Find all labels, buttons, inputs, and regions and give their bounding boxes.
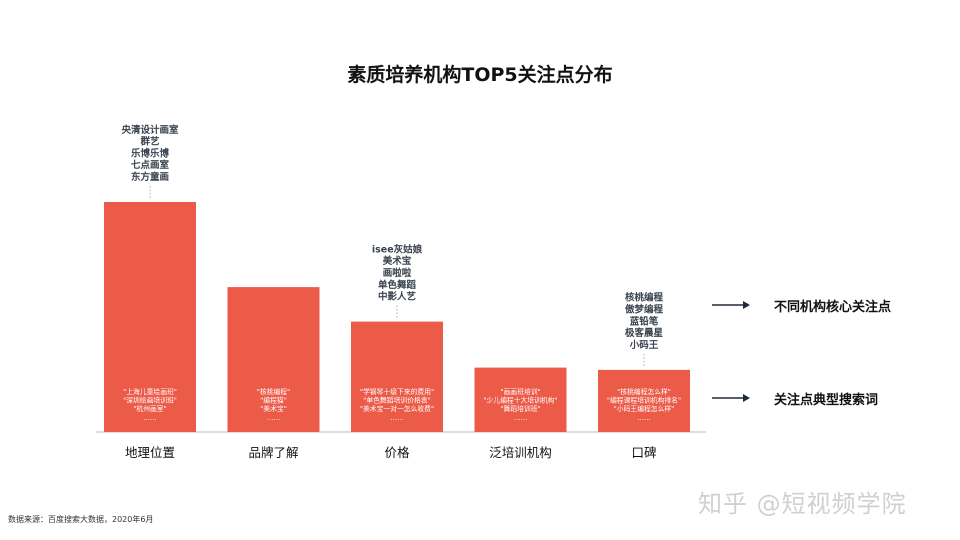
search-term-label: …… bbox=[390, 414, 404, 422]
institution-label: 东方童画 bbox=[131, 171, 169, 183]
x-tick-label: 口碑 bbox=[631, 445, 656, 460]
legend-search-label: 关注点典型搜索词 bbox=[774, 392, 879, 408]
institution-label: 小码王 bbox=[629, 339, 659, 351]
legend-core-label: 不同机构核心关注点 bbox=[774, 299, 892, 315]
search-term-label: "少儿编程十大培训机构" bbox=[483, 396, 557, 405]
arrow-right-icon bbox=[712, 394, 750, 402]
search-term-label: "深圳绘画培训班" bbox=[123, 396, 177, 405]
x-tick-label: 泛培训机构 bbox=[489, 445, 552, 460]
search-term-label: "小码王编程怎么样" bbox=[614, 404, 675, 413]
search-term-label: "杭州画室" bbox=[133, 404, 166, 413]
institution-label: 极客晨星 bbox=[625, 327, 664, 339]
institution-label: 中影人艺 bbox=[378, 291, 417, 303]
search-term-label: …… bbox=[637, 414, 651, 422]
data-source-note: 数据来源：百度搜索大数据，2020年6月 bbox=[8, 515, 154, 524]
institution-label: 央清设计画室 bbox=[121, 124, 179, 136]
institution-label: 美术宝 bbox=[382, 255, 412, 267]
x-tick-label: 品牌了解 bbox=[248, 445, 298, 460]
legend-search: 关注点典型搜索词 bbox=[712, 388, 878, 408]
search-term-label: "画画班培训" bbox=[500, 387, 540, 396]
search-term-label: …… bbox=[514, 414, 528, 422]
search-term-label: "核桃编程" bbox=[257, 387, 290, 396]
search-term-label: …… bbox=[267, 414, 281, 422]
search-term-label: "美术宝一对一怎么收费" bbox=[360, 404, 434, 413]
bar bbox=[227, 287, 320, 432]
institution-label: 画啦啦 bbox=[383, 267, 412, 279]
search-term-label: "上海儿童绘画班" bbox=[123, 387, 177, 396]
watermark: 知乎 @短视频学院 bbox=[698, 490, 907, 518]
institution-label: 乐博乐博 bbox=[131, 147, 170, 159]
search-term-label: "编程猫" bbox=[260, 396, 287, 405]
legend-core: 不同机构核心关注点 bbox=[712, 295, 891, 315]
institution-label: 蓝铅笔 bbox=[630, 315, 659, 327]
institution-label: 傲梦编程 bbox=[625, 304, 664, 316]
search-term-label: …… bbox=[143, 414, 157, 422]
search-term-label: "学钢琴十级下来的费用" bbox=[360, 387, 434, 396]
x-tick-label: 价格 bbox=[384, 445, 410, 460]
institution-label: 群艺 bbox=[139, 136, 160, 148]
bar bbox=[351, 321, 443, 432]
institution-label: 核桃编程 bbox=[625, 292, 664, 304]
bar bbox=[104, 202, 196, 432]
institution-label: isee灰姑娘 bbox=[372, 243, 423, 255]
search-term-label: "核桃编程怎么样" bbox=[617, 387, 671, 396]
search-term-label: "编程课程培训机构排名" bbox=[607, 396, 681, 405]
arrow-right-icon bbox=[712, 301, 750, 309]
institution-label: 七点画室 bbox=[131, 159, 170, 171]
search-term-label: "单色舞蹈培训价格表" bbox=[363, 396, 430, 405]
institution-label: 单色舞蹈 bbox=[378, 279, 417, 291]
search-term-label: "美术宝" bbox=[260, 404, 287, 413]
bar bbox=[474, 367, 567, 432]
search-term-label: "舞蹈培训班" bbox=[500, 404, 540, 413]
x-tick-label: 地理位置 bbox=[125, 445, 175, 460]
chart-title: 素质培养机构TOP5关注点分布 bbox=[347, 64, 613, 86]
bar bbox=[598, 369, 690, 432]
